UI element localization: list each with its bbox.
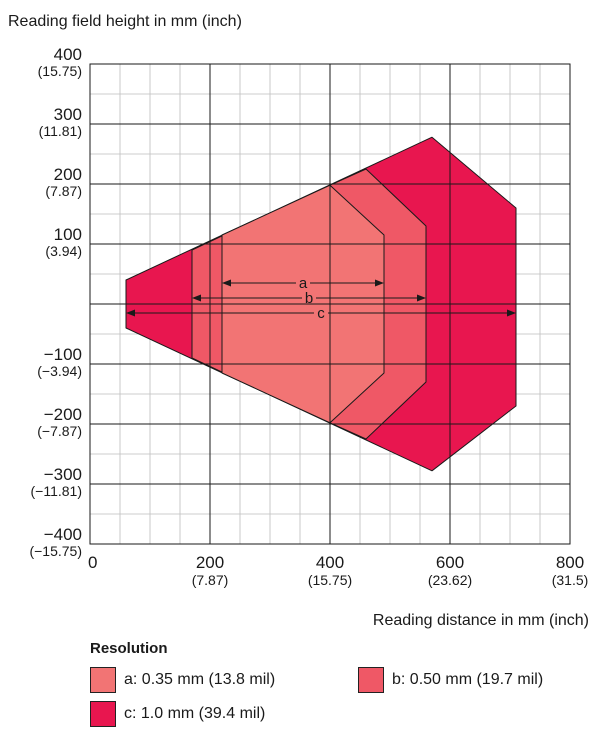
y-tick-sublabel: (3.94) <box>45 243 82 259</box>
y-tick-label: −200 <box>44 405 82 424</box>
x-tick: 200(7.87) <box>192 553 229 588</box>
legend-item-c: c: 1.0 mm (39.4 mil) <box>90 701 265 727</box>
range-label-c: c <box>317 305 325 322</box>
y-tick: −300(−11.81) <box>31 465 83 499</box>
range-label-a: a <box>299 275 308 292</box>
x-tick-sublabel: (31.5) <box>552 572 589 588</box>
y-tick-label: 200 <box>54 165 82 184</box>
y-tick: −400(−15.75) <box>29 525 82 559</box>
range-c: c <box>126 305 516 322</box>
y-tick-label: −400 <box>44 525 82 544</box>
y-tick-label: 300 <box>54 105 82 124</box>
range-markers: abc <box>126 275 516 322</box>
range-label-b: b <box>305 290 313 307</box>
legend-swatch-a <box>90 667 116 693</box>
y-tick-sublabel: (−11.81) <box>31 483 83 499</box>
x-tick: 600(23.62) <box>428 553 472 588</box>
legend-item-a: a: 0.35 mm (13.8 mil) <box>90 667 358 693</box>
x-tick: 800(31.5) <box>552 553 589 588</box>
legend-label-c: c: 1.0 mm (39.4 mil) <box>124 705 266 722</box>
y-tick-labels: 400(15.75) 300(11.81) 200(7.87) 100(3.94) −1… <box>29 45 82 559</box>
y-tick-label: 100 <box>54 225 82 244</box>
y-tick-sublabel: (−15.75) <box>29 543 82 559</box>
y-tick-sublabel: (−7.87) <box>37 423 82 439</box>
y-tick-label: −300 <box>44 465 82 484</box>
legend-label-a: a: 0.35 mm (13.8 mil) <box>124 671 276 688</box>
legend-title: Resolution <box>90 640 168 657</box>
x-tick-label: 400 <box>316 553 344 572</box>
x-tick-label: 200 <box>196 553 224 572</box>
legend-label-b: b: 0.50 mm (19.7 mil) <box>392 671 544 688</box>
y-tick: 300(11.81) <box>39 105 82 139</box>
major-grid <box>90 64 570 544</box>
arrowhead-right <box>375 279 384 287</box>
legend-row-2: c: 1.0 mm (39.4 mil) <box>90 701 590 727</box>
arrowhead-left <box>192 294 201 302</box>
range-a: a <box>222 275 384 292</box>
y-tick: −200(−7.87) <box>37 405 82 439</box>
x-tick-label: 600 <box>436 553 464 572</box>
legend: Resolution a: 0.35 mm (13.8 mil) b: 0.50… <box>90 640 590 735</box>
plot-frame <box>89 63 571 545</box>
y-tick: 400(15.75) <box>38 45 82 79</box>
y-tick: −100(−3.94) <box>37 345 82 379</box>
x-tick-label: 0 <box>88 553 97 572</box>
legend-swatch-c <box>90 701 116 727</box>
arrowhead-left <box>126 309 135 317</box>
x-tick: 0 <box>88 553 97 572</box>
x-tick-sublabel: (7.87) <box>192 572 229 588</box>
arrowhead-right <box>417 294 426 302</box>
x-axis-title: Reading distance in mm (inch) <box>373 612 589 629</box>
y-axis-title: Reading field height in mm (inch) <box>8 13 242 30</box>
y-tick-sublabel: (7.87) <box>45 183 82 199</box>
arrowhead-left <box>222 279 231 287</box>
legend-item-b: b: 0.50 mm (19.7 mil) <box>358 667 543 693</box>
y-tick-label: −100 <box>44 345 82 364</box>
y-tick-sublabel: (15.75) <box>38 63 82 79</box>
x-tick-sublabel: (23.62) <box>428 572 472 588</box>
arrowhead-right <box>507 309 516 317</box>
x-tick-label: 800 <box>556 553 584 572</box>
y-tick: 100(3.94) <box>45 225 82 259</box>
y-tick: 200(7.87) <box>45 165 82 199</box>
reading-field-chart: Reading field height in mm (inch) abc 40… <box>8 13 589 629</box>
y-tick-sublabel: (−3.94) <box>37 363 82 379</box>
legend-row-1: a: 0.35 mm (13.8 mil) b: 0.50 mm (19.7 m… <box>90 667 590 693</box>
y-tick-label: 400 <box>54 45 82 64</box>
x-tick: 400(15.75) <box>308 553 352 588</box>
x-tick-sublabel: (15.75) <box>308 572 352 588</box>
range-b: b <box>192 290 426 307</box>
legend-swatch-b <box>358 667 384 693</box>
y-tick-sublabel: (11.81) <box>39 123 82 139</box>
x-tick-labels: 0 200(7.87) 400(15.75) 600(23.62) 800(31.5) <box>88 553 588 588</box>
